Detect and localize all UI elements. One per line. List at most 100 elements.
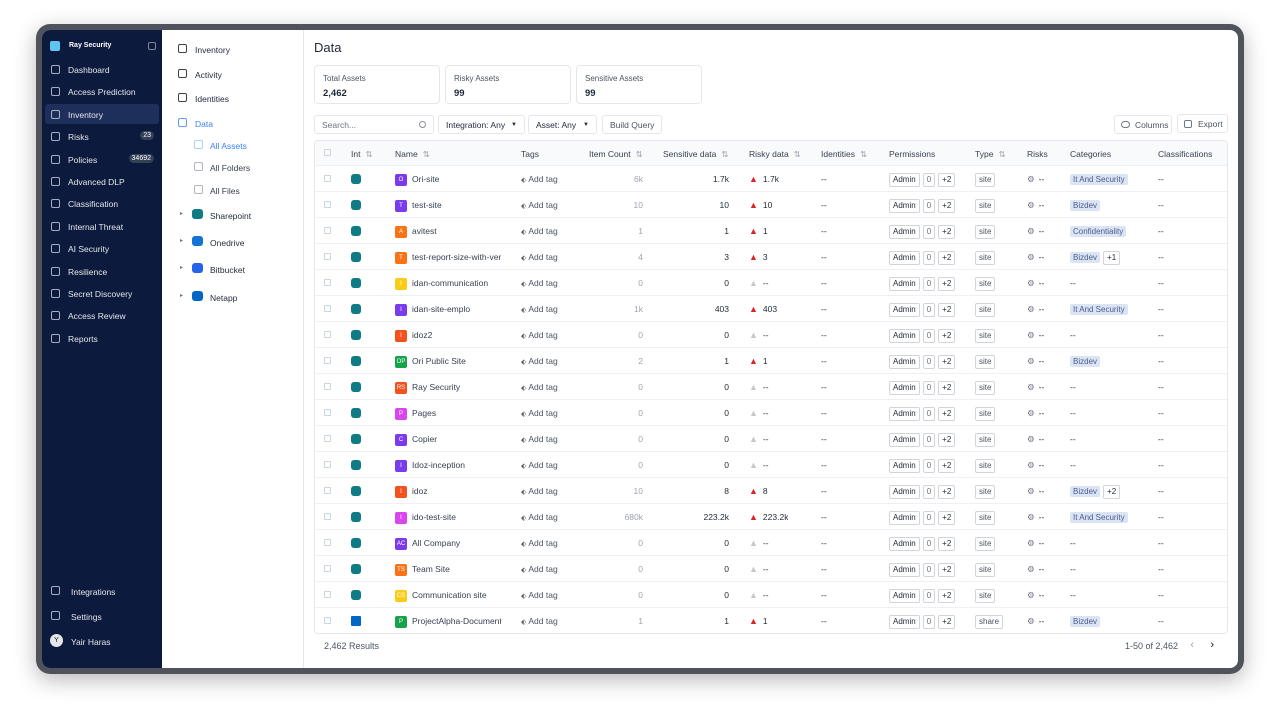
row-checkbox[interactable]: [324, 331, 331, 338]
table-row[interactable]: OP Ori Public Site ⬖ Add tag 2 1 ▲ 1 -- Admin 0 +2 s…: [315, 347, 1227, 374]
nav-item[interactable]: Dashboard: [45, 59, 159, 79]
nav-item[interactable]: AI Security: [45, 238, 159, 258]
site-icon: T: [395, 251, 407, 264]
tag-cell[interactable]: ⬖ Add tag: [521, 478, 558, 504]
row-checkbox[interactable]: [324, 175, 331, 182]
tag-cell[interactable]: ⬖ Add tag: [521, 296, 558, 322]
row-checkbox[interactable]: [324, 409, 331, 416]
row-checkbox[interactable]: [324, 383, 331, 390]
row-checkbox[interactable]: [324, 539, 331, 546]
table-row[interactable]: RS Ray Security ⬖ Add tag 0 0 ▲ -- -- Admin 0 +2 sit…: [315, 373, 1227, 400]
prev-page[interactable]: ‹: [1190, 639, 1194, 651]
nav-item[interactable]: Internal Threat: [45, 216, 159, 236]
column-header[interactable]: Int ⇅: [351, 149, 373, 160]
tag-cell[interactable]: ⬖ Add tag: [521, 452, 558, 478]
nav-item[interactable]: Inventory: [45, 103, 159, 124]
column-header[interactable]: Sensitive data ⇅: [663, 149, 729, 160]
table-row[interactable]: P Pages ⬖ Add tag 0 0 ▲ -- -- Admin 0 +2 site ⚙ -- -- --: [315, 399, 1227, 426]
row-checkbox[interactable]: [324, 591, 331, 598]
row-checkbox[interactable]: [324, 513, 331, 520]
columns-button[interactable]: Columns: [1114, 115, 1172, 134]
table-row[interactable]: I Idoz-inception ⬖ Add tag 0 0 ▲ -- -- Admin 0 +2 si…: [315, 451, 1227, 478]
row-checkbox[interactable]: [324, 461, 331, 468]
footer-item[interactable]: Integrations: [45, 581, 159, 601]
nav-item[interactable]: Policies 34692: [45, 149, 159, 169]
build-query-button[interactable]: Build Query: [602, 115, 663, 134]
nav-label: Secret Discovery: [68, 289, 133, 299]
row-checkbox[interactable]: [324, 305, 331, 312]
subnav-section[interactable]: Inventory: [172, 41, 296, 57]
row-checkbox[interactable]: [324, 201, 331, 208]
tag-cell[interactable]: ⬖ Add tag: [521, 218, 558, 244]
row-checkbox[interactable]: [324, 227, 331, 234]
table-row[interactable]: O Ori-site ⬖ Add tag 6k 1.7k ▲ 1.7k -- Admin 0 +2 si…: [315, 165, 1227, 192]
nav-item[interactable]: Advanced DLP: [45, 171, 159, 191]
table-row[interactable]: CS Communication site ⬖ Add tag 0 0 ▲ -- -- Admin…: [315, 581, 1227, 608]
column-header[interactable]: Type ⇅: [975, 149, 1006, 160]
nav-item[interactable]: Classification: [45, 193, 159, 213]
tag-cell[interactable]: ⬖ Add tag: [521, 348, 558, 374]
column-header[interactable]: Identities ⇅: [821, 149, 867, 160]
subnav-section[interactable]: Data: [172, 115, 296, 131]
row-checkbox[interactable]: [324, 279, 331, 286]
subnav-item[interactable]: All Assets: [192, 137, 292, 153]
tag-cell[interactable]: ⬖ Add tag: [521, 322, 558, 348]
header-checkbox[interactable]: [324, 149, 331, 156]
column-header[interactable]: Risky data ⇅: [749, 149, 801, 160]
table-row[interactable]: C Copier ⬖ Add tag 0 0 ▲ -- -- Admin 0 +2 site ⚙ -- -- -…: [315, 425, 1227, 452]
tag-cell[interactable]: ⬖ Add tag: [521, 530, 558, 556]
column-header[interactable]: Name ⇅: [395, 149, 430, 160]
tag-cell[interactable]: ⬖ Add tag: [521, 374, 558, 400]
table-row[interactable]: AC All Company ⬖ Add tag 0 0 ▲ -- -- Admin 0 +2 site…: [315, 529, 1227, 556]
tag-cell[interactable]: ⬖ Add tag: [521, 504, 558, 530]
tag-cell[interactable]: ⬖ Add tag: [521, 426, 558, 452]
search-input[interactable]: Search...: [314, 115, 434, 134]
table-row[interactable]: P ProjectAlpha-Documents ⬖ Add tag 1 1 ▲ 1 -- Adm…: [315, 607, 1227, 633]
subnav-item[interactable]: All Files: [192, 182, 292, 198]
nav-item[interactable]: Resilience: [45, 261, 159, 281]
export-button[interactable]: Export: [1177, 114, 1228, 133]
tag-cell[interactable]: ⬖ Add tag: [521, 166, 558, 192]
table-row[interactable]: TS Team Site ⬖ Add tag 0 0 ▲ -- -- Admin 0 +2 site ⚙ -…: [315, 555, 1227, 582]
nav-item[interactable]: Secret Discovery: [45, 283, 159, 303]
integration[interactable]: ▸ Sharepoint: [180, 207, 296, 223]
user[interactable]: Y Yair Haras: [45, 631, 159, 651]
tag-cell[interactable]: ⬖ Add tag: [521, 400, 558, 426]
subnav-section[interactable]: Activity: [172, 66, 296, 82]
tag-cell[interactable]: ⬖ Add tag: [521, 556, 558, 582]
row-checkbox[interactable]: [324, 617, 331, 624]
nav-item[interactable]: Access Review: [45, 305, 159, 325]
column-header[interactable]: Item Count ⇅: [589, 149, 643, 160]
subnav-section[interactable]: Identities: [172, 90, 296, 106]
footer-item[interactable]: Settings: [45, 606, 159, 626]
nav-item[interactable]: Risks 23: [45, 126, 159, 146]
integration[interactable]: ▸ Onedrive: [180, 234, 296, 250]
row-checkbox[interactable]: [324, 565, 331, 572]
subnav-item[interactable]: All Folders: [192, 159, 292, 175]
next-page[interactable]: ›: [1210, 639, 1214, 651]
filter-dropdown[interactable]: Integration: Any ▼: [438, 115, 525, 134]
tag-cell[interactable]: ⬖ Add tag: [521, 270, 558, 296]
integration[interactable]: ▸ Netapp: [180, 289, 296, 305]
collapse-icon[interactable]: [148, 42, 156, 50]
tag-cell[interactable]: ⬖ Add tag: [521, 582, 558, 608]
tag-cell[interactable]: ⬖ Add tag: [521, 244, 558, 270]
row-checkbox[interactable]: [324, 357, 331, 364]
nav-item[interactable]: Access Prediction: [45, 81, 159, 101]
nav-item[interactable]: Reports: [45, 328, 159, 348]
row-checkbox[interactable]: [324, 487, 331, 494]
tag-cell[interactable]: ⬖ Add tag: [521, 608, 558, 633]
integration[interactable]: ▸ Bitbucket: [180, 261, 296, 277]
tag-cell[interactable]: ⬖ Add tag: [521, 192, 558, 218]
row-checkbox[interactable]: [324, 435, 331, 442]
row-checkbox[interactable]: [324, 253, 331, 260]
filter-dropdown[interactable]: Asset: Any ▼: [528, 115, 597, 134]
